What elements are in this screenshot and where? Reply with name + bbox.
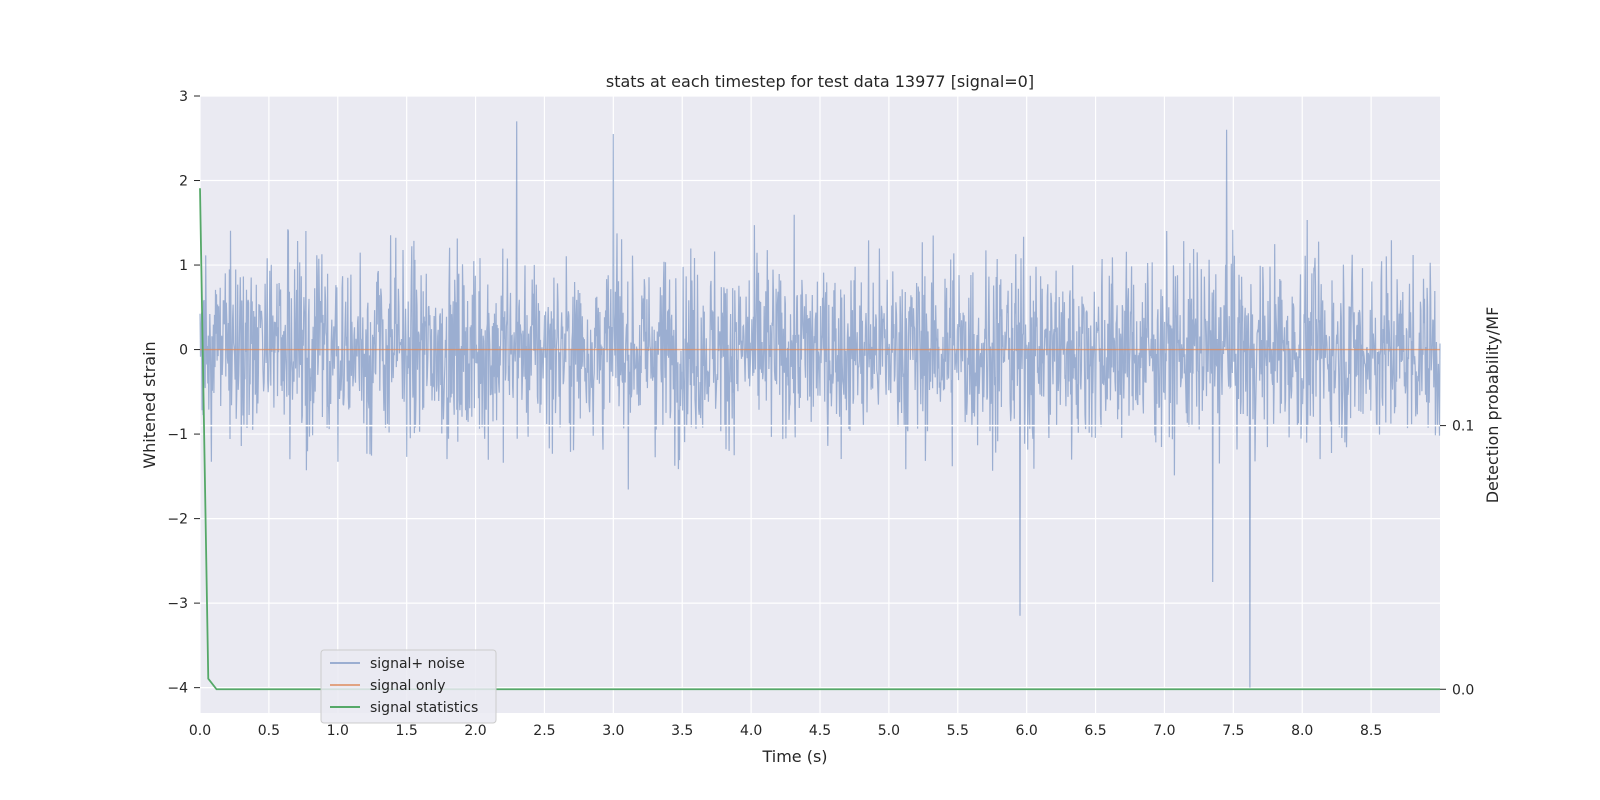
x-tick-label: 1.0: [327, 723, 349, 739]
legend-label-signal-only: signal only: [370, 678, 445, 694]
y-axis-label: Whitened strain: [140, 341, 159, 468]
y-tick-label: 1: [179, 258, 188, 274]
x-tick-label: 2.0: [464, 723, 486, 739]
legend-label-signal-noise: signal+ noise: [370, 656, 465, 672]
x-tick-label: 3.0: [602, 723, 624, 739]
y-tick-label: −3: [167, 596, 188, 612]
x-tick-label: 7.5: [1222, 723, 1244, 739]
y2-tick-label: 0.0: [1452, 682, 1474, 698]
chart-title: stats at each timestep for test data 139…: [606, 72, 1034, 91]
legend-label-signal-statistics: signal statistics: [370, 700, 478, 716]
x-axis-label: Time (s): [761, 747, 827, 766]
x-tick-label: 1.5: [396, 723, 418, 739]
x-tick-label: 6.0: [1016, 723, 1038, 739]
ticks: 0.0 0.5 1.0 1.5 2.0 2.5 3.0 3.5 4.0 4.5 5.0 5.5 6.0 6…: [167, 89, 1474, 739]
y2-tick-label: 0.1: [1452, 419, 1474, 435]
x-tick-label: 5.5: [947, 723, 969, 739]
series-layer: [199, 121, 1441, 691]
x-tick-label: 7.0: [1153, 723, 1175, 739]
legend: signal+ noise signal only signal statist…: [320, 649, 497, 724]
y-tick-label: −4: [167, 681, 188, 697]
x-tick-label: 4.0: [740, 723, 762, 739]
y-tick-label: 0: [179, 343, 188, 359]
x-tick-label: 0.5: [258, 723, 280, 739]
y2-axis-label: Detection probability/MF: [1483, 307, 1502, 504]
x-tick-label: 4.5: [809, 723, 831, 739]
y-tick-label: −1: [167, 427, 188, 443]
x-tick-label: 3.5: [671, 723, 693, 739]
x-tick-label: 8.5: [1360, 723, 1382, 739]
legend-box: [320, 649, 497, 724]
y-tick-label: 2: [179, 174, 188, 190]
x-tick-label: 6.5: [1084, 723, 1106, 739]
x-tick-label: 5.0: [878, 723, 900, 739]
x-tick-label: 8.0: [1291, 723, 1313, 739]
y-tick-label: 3: [179, 89, 188, 105]
series-line-signal-noise: [199, 121, 1441, 688]
x-tick-label: 2.5: [533, 723, 555, 739]
series-line-signal-statistics: [199, 188, 1440, 691]
x-tick-label: 0.0: [189, 723, 211, 739]
y-tick-label: −2: [167, 512, 188, 528]
